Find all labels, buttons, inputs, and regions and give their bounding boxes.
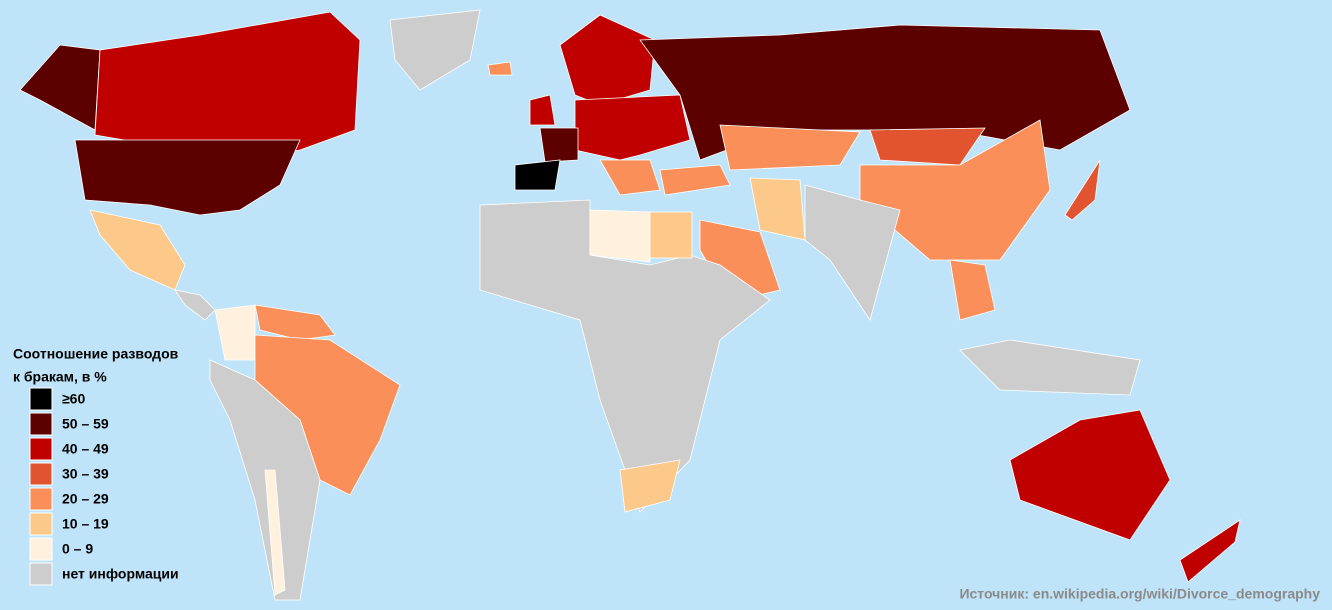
legend-swatch xyxy=(29,462,53,486)
japan xyxy=(1064,159,1101,221)
legend-label: 40 – 49 xyxy=(62,441,109,457)
france xyxy=(539,127,579,163)
turkey xyxy=(659,164,731,196)
greenland xyxy=(389,9,481,91)
legend-swatch xyxy=(29,562,53,586)
legend-swatch xyxy=(29,537,53,561)
legend-label: 50 – 59 xyxy=(62,416,109,432)
kazakhstan xyxy=(719,124,861,171)
legend-label: 10 – 19 xyxy=(62,516,109,532)
south-asia xyxy=(804,184,901,321)
legend-swatch xyxy=(29,512,53,536)
central-america xyxy=(174,289,216,321)
russia xyxy=(639,24,1131,161)
balkans xyxy=(599,159,661,196)
south-africa xyxy=(619,459,681,513)
australia xyxy=(1009,409,1171,541)
usa xyxy=(74,139,301,216)
legend-title: Соотношение разводов xyxy=(13,346,179,362)
legend-swatch xyxy=(29,437,53,461)
indonesia xyxy=(959,339,1141,396)
legend-title: к бракам, в % xyxy=(13,369,107,385)
south-america-rest xyxy=(209,359,321,601)
source: Источник: en.wikipedia.org/wiki/Divorce_… xyxy=(959,586,1320,602)
legend-label: 20 – 29 xyxy=(62,491,109,507)
iceland xyxy=(487,61,513,76)
legend-swatch xyxy=(29,412,53,436)
venezuela xyxy=(254,304,336,341)
legend-swatch xyxy=(29,387,53,411)
uk xyxy=(529,94,556,126)
africa xyxy=(479,199,771,513)
scandinavia xyxy=(559,14,656,106)
chile xyxy=(264,469,286,596)
legend-label: 30 – 39 xyxy=(62,466,109,482)
legend-swatch xyxy=(29,487,53,511)
legend-label: 0 – 9 xyxy=(62,541,93,557)
spain xyxy=(514,159,561,191)
legend-label: нет информации xyxy=(62,566,179,582)
egypt xyxy=(649,211,693,259)
new-zealand xyxy=(1179,519,1241,583)
libya xyxy=(589,209,651,263)
legend-label: ≥60 xyxy=(62,391,85,407)
thailand xyxy=(949,259,996,321)
regions xyxy=(19,9,1241,601)
